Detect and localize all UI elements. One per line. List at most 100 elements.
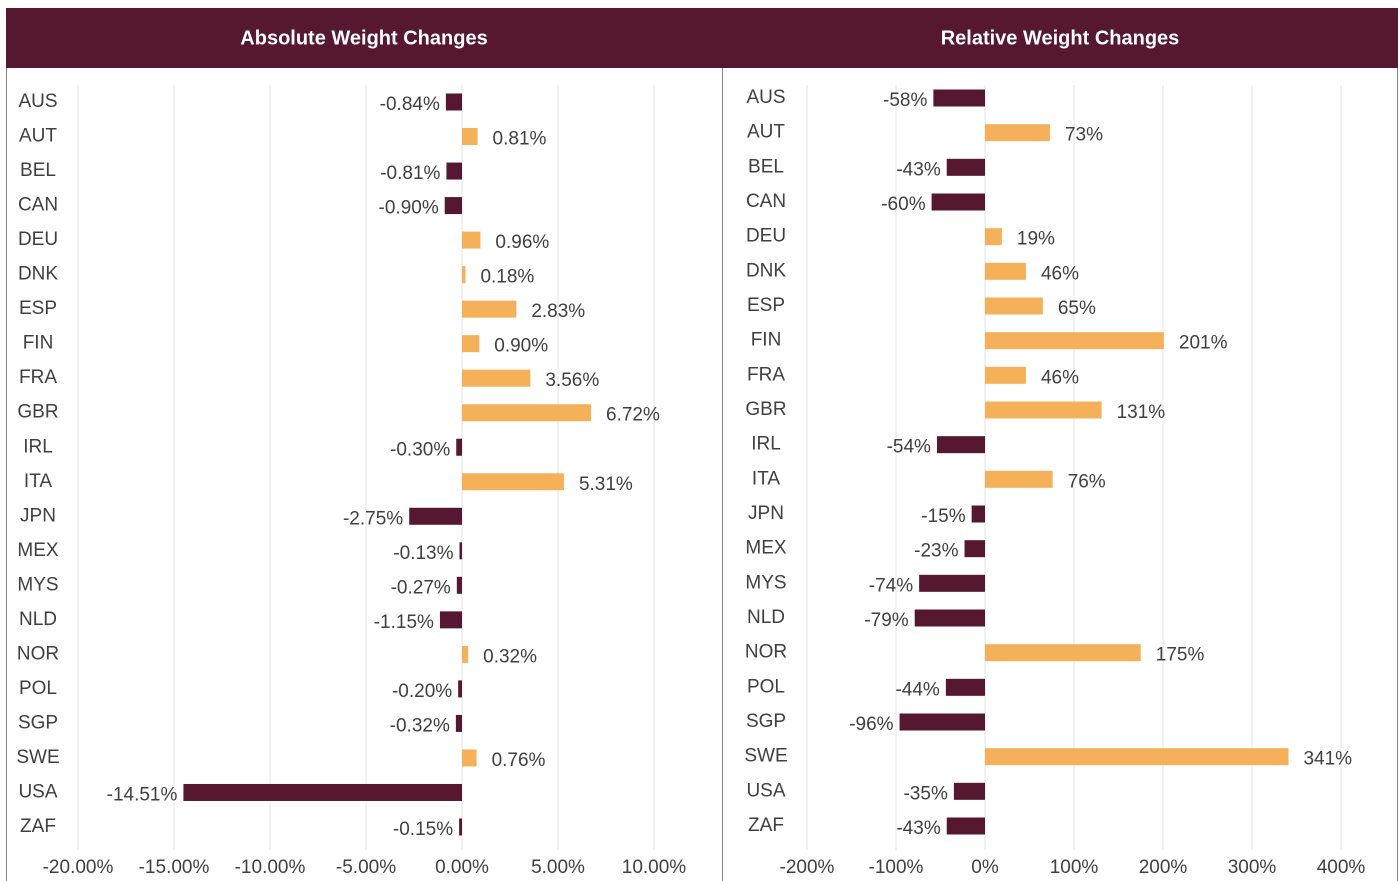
bar [456, 438, 462, 456]
bar [459, 818, 462, 836]
value-label: 0.18% [480, 267, 534, 288]
bar [933, 89, 985, 107]
value-label: -0.32% [390, 715, 450, 736]
category-label: GBR [17, 402, 58, 423]
category-label: FRA [19, 367, 57, 388]
category-label: USA [746, 780, 785, 801]
x-tick-label: -100% [869, 857, 924, 878]
bar [985, 124, 1050, 142]
bar [919, 574, 985, 592]
value-label: 76% [1068, 471, 1106, 492]
value-label: -54% [887, 437, 931, 458]
value-label: -0.27% [391, 577, 451, 598]
value-label: 131% [1117, 402, 1166, 423]
value-label: -44% [895, 679, 939, 700]
value-label: -58% [883, 90, 927, 111]
bar [446, 162, 462, 180]
bar [985, 297, 1043, 315]
category-label: MEX [745, 538, 787, 559]
value-label: 5.31% [579, 474, 633, 495]
category-label: MYS [745, 572, 786, 593]
value-label: -96% [849, 714, 893, 735]
value-label: 0.96% [495, 232, 549, 253]
value-label: 2.83% [531, 301, 585, 322]
x-tick-label: 0.00% [435, 857, 489, 878]
category-label: GBR [745, 399, 786, 420]
bar [985, 401, 1102, 419]
bar [455, 714, 462, 732]
category-label: ITA [752, 468, 780, 489]
category-label: NLD [19, 609, 57, 630]
value-label: -23% [914, 541, 958, 562]
value-label: 201% [1179, 333, 1228, 354]
bar [462, 335, 480, 353]
value-label: -1.15% [374, 612, 434, 633]
category-label: CAN [746, 191, 786, 212]
category-label: AUS [18, 91, 57, 112]
x-tick-label: -15.00% [139, 857, 210, 878]
value-label: -0.90% [379, 198, 439, 219]
bar [946, 158, 985, 176]
bar [914, 609, 985, 627]
value-label: 46% [1041, 367, 1079, 388]
category-label: IRL [751, 434, 781, 455]
value-label: -0.30% [390, 439, 450, 460]
bar [462, 128, 478, 146]
category-label: DEU [18, 229, 58, 250]
value-label: 175% [1156, 645, 1205, 666]
bar [183, 783, 462, 801]
value-label: -0.13% [393, 543, 453, 564]
bar [456, 576, 462, 594]
bar [444, 197, 462, 215]
bar [985, 470, 1053, 488]
value-label: -79% [864, 610, 908, 631]
bar [462, 645, 469, 663]
value-label: -2.75% [343, 508, 403, 529]
category-label: ESP [19, 298, 57, 319]
x-tick-label: -20.00% [43, 857, 114, 878]
chart-title: Absolute Weight Changes [240, 27, 487, 49]
chart-title: Relative Weight Changes [941, 27, 1180, 49]
category-label: AUT [747, 122, 785, 143]
category-label: SGP [746, 711, 786, 732]
category-label: MYS [17, 574, 58, 595]
category-label: ESP [747, 295, 785, 316]
value-label: 46% [1041, 263, 1079, 284]
bar [985, 262, 1026, 280]
bar [409, 507, 462, 525]
bar [936, 436, 985, 454]
category-label: DNK [18, 264, 58, 285]
category-label: FIN [751, 330, 782, 351]
value-label: -60% [881, 194, 925, 215]
value-label: 6.72% [606, 405, 660, 426]
value-label: -35% [903, 783, 947, 804]
bar [945, 678, 985, 696]
category-label: SWE [16, 747, 59, 768]
category-label: AUS [746, 87, 785, 108]
category-label: MEX [17, 540, 59, 561]
category-label: FRA [747, 364, 785, 385]
bar [985, 366, 1026, 384]
x-tick-label: 0% [971, 857, 999, 878]
bar [458, 680, 462, 698]
value-label: 341% [1303, 749, 1352, 770]
bar [899, 713, 985, 731]
category-label: USA [18, 781, 57, 802]
category-label: POL [19, 678, 57, 699]
bar [462, 404, 592, 422]
value-label: 0.90% [494, 336, 548, 357]
category-label: POL [747, 676, 785, 697]
category-label: JPN [20, 505, 56, 526]
bar [462, 473, 564, 491]
category-label: ITA [24, 471, 52, 492]
category-label: SGP [18, 712, 58, 733]
x-tick-label: 10.00% [622, 857, 687, 878]
bar [985, 748, 1289, 766]
bar [459, 542, 462, 560]
bar [439, 611, 462, 629]
value-label: 3.56% [545, 370, 599, 391]
category-label: BEL [20, 160, 56, 181]
x-tick-label: -10.00% [235, 857, 306, 878]
bar [931, 193, 985, 211]
